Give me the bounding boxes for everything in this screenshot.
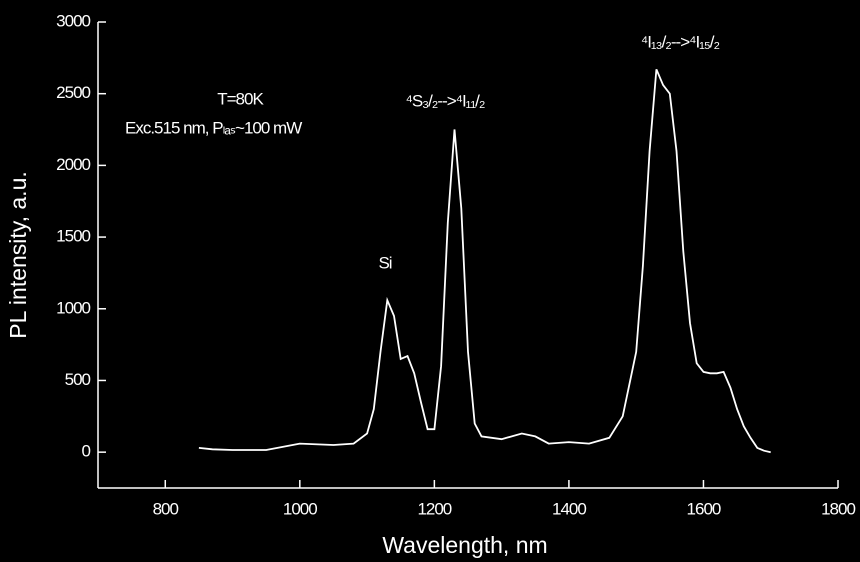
spectrum-line [198,68,771,454]
y-tick-label: 2500 [56,83,90,102]
x-tick-label: 1800 [821,499,855,518]
annotation: Si [378,253,391,272]
y-tick-label: 1000 [56,298,90,317]
x-tick-label: 1600 [687,499,721,518]
y-tick-label: 2000 [56,155,90,174]
annotation: ⁴I₁₃/₂-->⁴I₁₅/₂ [641,32,720,51]
x-tick-label: 1200 [417,499,451,518]
x-tick-label: 1000 [283,499,317,518]
x-tick-label: 800 [153,499,179,518]
x-axis-title: Wavelength, nm [382,532,547,558]
annotation: Exc.515 nm, Pₗₐₛ~100 mW [125,118,302,137]
y-axis-title: PL intensity, a.u. [5,171,31,338]
y-tick-label: 500 [65,370,91,389]
y-tick-label: 0 [82,442,91,461]
y-tick-label: 1500 [56,227,90,246]
annotation: T=80K [217,89,264,108]
y-tick-label: 3000 [56,11,90,30]
x-tick-label: 1400 [552,499,586,518]
annotation: ⁴S₃/₂-->⁴I₁₁/₂ [406,91,485,110]
